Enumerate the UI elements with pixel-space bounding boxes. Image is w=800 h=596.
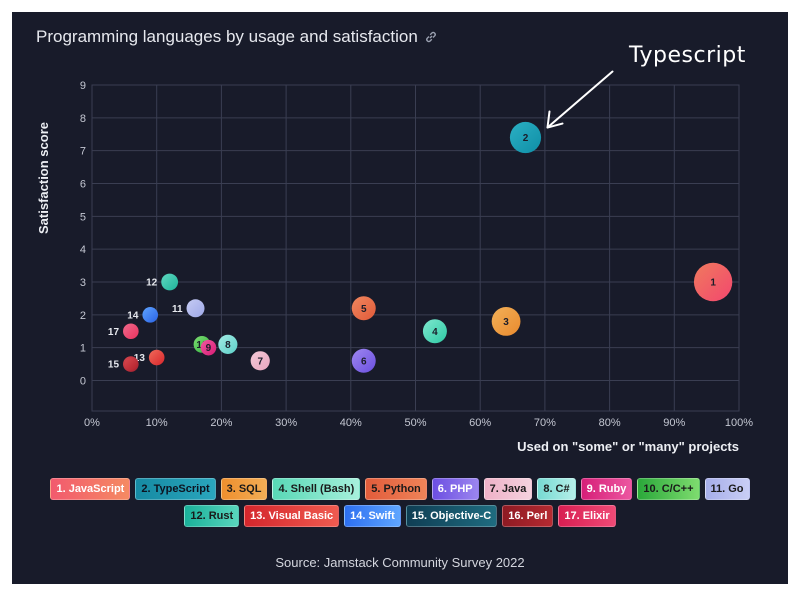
bubble-8 [218,334,238,354]
legend-item[interactable]: 2. TypeScript [135,478,216,500]
x-tick-label: 100% [725,417,753,429]
legend-item[interactable]: 13. Visual Basic [244,505,340,527]
bubble-label-5: 5 [361,304,367,315]
bubble-chart: 0% 10% 20% 30% 40% 50% 60% 70% 80% 90% 100%0123456… [36,43,753,454]
x-tick-label: 0% [84,417,100,429]
bubble-12 [161,273,179,291]
bubble-label-17: 17 [108,327,120,338]
y-tick-label: 0 [80,376,86,388]
y-tick-label: 7 [80,146,86,158]
chart-title: Programming languages by usage and satis… [36,27,418,46]
y-tick-label: 9 [80,80,86,92]
legend-item[interactable]: 11. Go [704,478,750,500]
legend-item[interactable]: 10. C/C++ [637,478,700,500]
legend: 1. JavaScript 2. TypeScript 3. SQL 4. Shell… [42,478,758,527]
annotation-arrow [546,70,614,129]
legend-item[interactable]: 3. SQL [220,478,268,500]
bubble-label-11: 11 [172,304,183,315]
bubble-label-7: 7 [257,356,263,367]
x-tick-label: 40% [340,417,362,429]
x-tick-label: 80% [599,417,621,429]
legend-item[interactable]: 14. Swift [344,505,401,527]
bubble-label-15: 15 [108,360,120,371]
legend-item[interactable]: 6. PHP [431,478,479,500]
bubble-9 [200,339,217,356]
x-tick-label: 30% [275,417,297,429]
bubble-14 [142,307,159,323]
x-tick-label: 20% [210,417,232,429]
legend-item[interactable]: 17. Elixir [558,505,616,527]
x-tick-label: 60% [469,417,491,429]
bubble-label-1: 1 [710,278,716,289]
y-tick-label: 5 [80,211,86,223]
title-row: Programming languages by usage and satis… [36,27,438,47]
legend-item[interactable]: 4. Shell (Bash) [272,478,361,500]
legend-item[interactable]: 1. JavaScript [50,478,131,500]
bubble-label-13: 13 [134,353,146,364]
bubble-label-12: 12 [146,278,158,289]
legend-item[interactable]: 16. Perl [502,505,554,527]
bubble-13 [148,349,165,366]
bubble-6 [351,348,376,373]
bubble-label-2: 2 [523,133,529,144]
link-icon[interactable] [424,30,438,44]
legend-item[interactable]: 9. Ruby [580,478,633,500]
x-axis-title: Used on "some" or "many" projects [517,439,739,454]
bubble-label-14: 14 [127,310,139,321]
bubble-2 [509,121,542,154]
legend-item[interactable]: 5. Python [365,478,427,500]
legend-item[interactable]: 7. Java [483,478,533,500]
y-tick-label: 8 [80,113,86,125]
chart-card: Programming languages by usage and satis… [12,12,788,584]
bubble-11 [186,299,205,318]
x-tick-label: 10% [146,417,168,429]
bubble-5 [351,296,376,321]
y-tick-label: 4 [80,244,86,256]
legend-item[interactable]: 15. Objective-C [405,505,498,527]
bubble-3 [491,307,521,336]
legend-item[interactable]: 12. Rust [184,505,240,527]
bubble-label-6: 6 [361,356,367,367]
bubble-label-8: 8 [225,340,231,351]
source-note: Source: Jamstack Community Survey 2022 [275,555,525,570]
x-tick-label: 90% [663,417,685,429]
bubble-17 [123,323,139,340]
annotation-arrowhead [546,110,564,129]
bubble-label-9: 9 [206,343,212,354]
y-tick-label: 6 [80,179,86,191]
x-tick-label: 70% [534,417,556,429]
y-tick-label: 1 [80,343,86,355]
y-tick-label: 2 [80,310,86,322]
legend-item[interactable]: 8. C# [537,478,576,500]
bubble-label-4: 4 [432,327,438,338]
bubble-7 [250,351,270,371]
bubble-4 [422,319,447,344]
annotation-text: Typescript [628,43,746,68]
bubble-label-3: 3 [503,317,509,328]
y-axis-title: Satisfaction score [36,122,51,234]
bubble-1 [693,262,733,302]
bubble-16 [124,358,137,371]
x-tick-label: 50% [404,417,426,429]
y-tick-label: 3 [80,277,86,289]
